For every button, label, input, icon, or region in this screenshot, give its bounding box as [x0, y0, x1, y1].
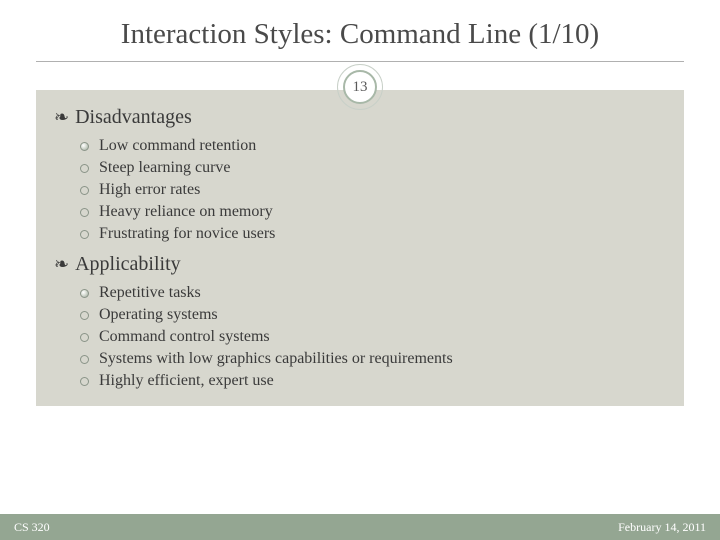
list-item-text: Command control systems	[99, 328, 270, 346]
circle-bullet-icon	[80, 230, 89, 239]
list-item-text: High error rates	[99, 181, 200, 199]
list-item-text: Repetitive tasks	[99, 284, 201, 302]
content-area: ❧ Disadvantages Low command retention St…	[36, 90, 684, 406]
list-item-text: Systems with low graphics capabilities o…	[99, 350, 453, 368]
list-item: High error rates	[54, 179, 666, 201]
list-item: Steep learning curve	[54, 157, 666, 179]
section-heading-applicability: ❧ Applicability	[54, 253, 666, 276]
list-item-text: Heavy reliance on memory	[99, 203, 273, 221]
list-item-text: Operating systems	[99, 306, 218, 324]
section-label: Disadvantages	[75, 106, 192, 129]
list-item-text: Highly efficient, expert use	[99, 372, 274, 390]
list-item: Heavy reliance on memory	[54, 201, 666, 223]
list-item-text: Low command retention	[99, 137, 256, 155]
circle-bullet-icon	[80, 333, 89, 342]
page-number-badge: 13	[343, 70, 377, 104]
footer-right: February 14, 2011	[618, 520, 706, 535]
list-item: Low command retention	[54, 135, 666, 157]
curly-bullet-icon: ❧	[54, 107, 69, 128]
circle-bullet-icon	[80, 208, 89, 217]
list-item: Repetitive tasks	[54, 282, 666, 304]
list-item-text: Frustrating for novice users	[99, 225, 275, 243]
curly-bullet-icon: ❧	[54, 254, 69, 275]
list-item: Highly efficient, expert use	[54, 370, 666, 392]
circle-bullet-icon	[80, 311, 89, 320]
list-item: Command control systems	[54, 326, 666, 348]
slide-title: Interaction Styles: Command Line (1/10)	[0, 0, 720, 61]
title-divider	[36, 61, 684, 62]
circle-bullet-icon	[80, 355, 89, 364]
circle-bullet-icon	[80, 142, 89, 151]
circle-bullet-icon	[80, 289, 89, 298]
circle-bullet-icon	[80, 164, 89, 173]
circle-bullet-icon	[80, 186, 89, 195]
section-label: Applicability	[75, 253, 181, 276]
slide-container: Interaction Styles: Command Line (1/10) …	[0, 0, 720, 540]
list-item-text: Steep learning curve	[99, 159, 231, 177]
footer-left: CS 320	[14, 520, 50, 535]
list-item: Frustrating for novice users	[54, 223, 666, 245]
circle-bullet-icon	[80, 377, 89, 386]
footer-bar: CS 320 February 14, 2011	[0, 514, 720, 540]
list-item: Systems with low graphics capabilities o…	[54, 348, 666, 370]
list-item: Operating systems	[54, 304, 666, 326]
